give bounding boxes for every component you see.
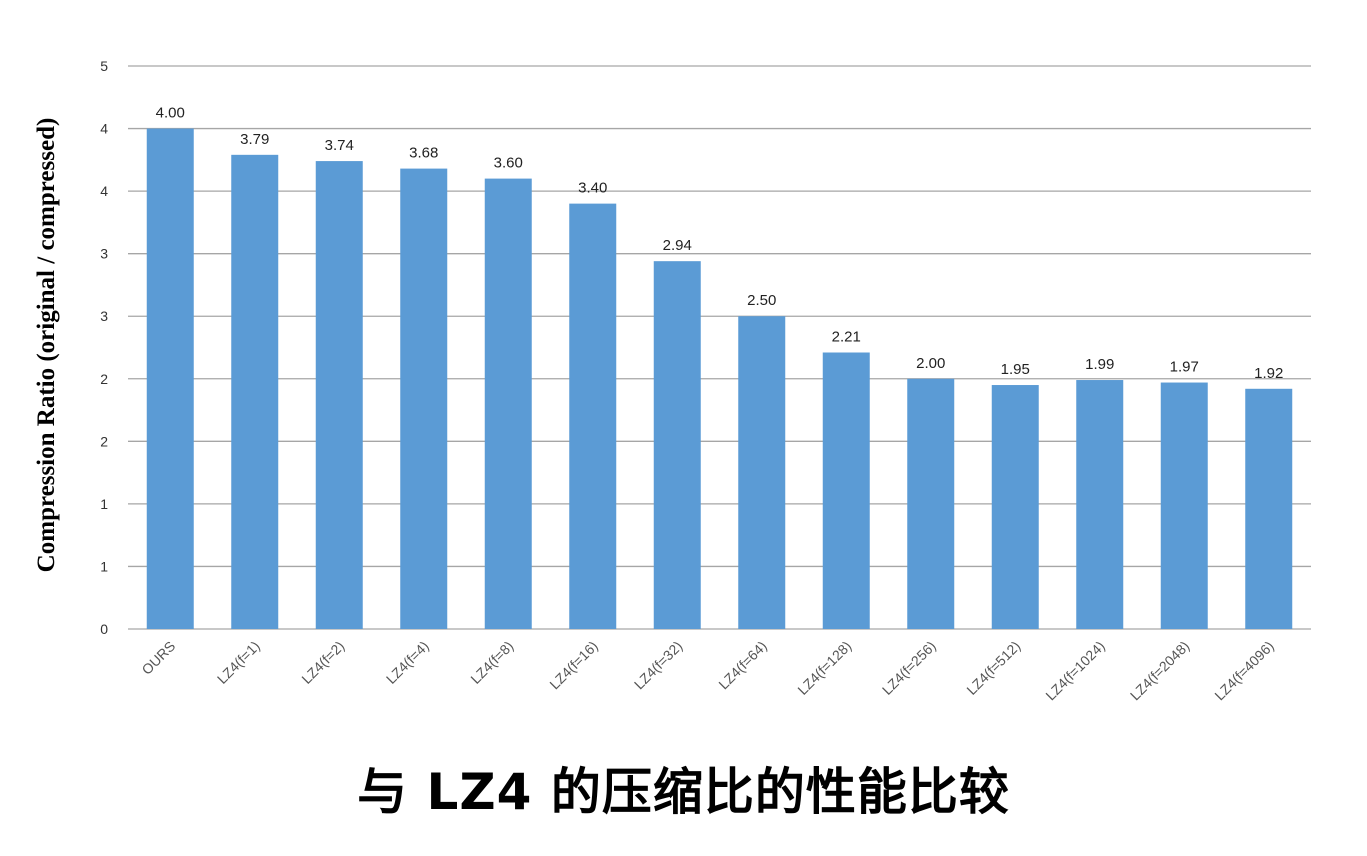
bar: [653, 261, 701, 629]
data-label: 1.97: [1170, 359, 1199, 376]
x-tick-label: LZ4(f=1): [214, 638, 263, 687]
data-label: 2.50: [747, 292, 776, 309]
data-label: 1.99: [1085, 356, 1114, 373]
figure-caption: 与 LZ4 的压缩比的性能比较: [357, 763, 1010, 821]
data-label: 3.74: [325, 137, 354, 154]
data-label: 3.68: [409, 145, 438, 162]
x-tick-labels: OURS LZ4(f=1) LZ4(f=2) LZ4(f=4) LZ4(f=8) LZ4(…: [138, 638, 1276, 704]
x-tick-label: LZ4(f=2): [298, 638, 347, 687]
x-tick-label: LZ4(f=2048): [1127, 638, 1193, 704]
bar: [315, 161, 363, 629]
y-tick-label: 4: [100, 121, 108, 137]
bar: [146, 128, 194, 630]
data-label: 3.79: [240, 131, 269, 148]
data-label: 4.00: [156, 105, 185, 122]
data-labels: 4.00 3.79 3.74 3.68 3.60 3.40 2.94 2.50 2.21 2.00…: [156, 105, 1284, 382]
bar: [822, 352, 870, 629]
y-tick-label: 3: [100, 308, 108, 324]
x-tick-label: LZ4(f=16): [546, 638, 601, 693]
data-label: 3.60: [494, 155, 523, 172]
bar: [484, 178, 532, 629]
data-label: 1.92: [1254, 365, 1283, 382]
x-tick-label: LZ4(f=512): [963, 638, 1023, 698]
bar: [907, 378, 955, 629]
bar: [1245, 388, 1293, 629]
x-tick-label: LZ4(f=128): [794, 638, 854, 698]
data-label: 3.40: [578, 180, 607, 197]
y-tick-label: 0: [100, 621, 108, 637]
bars: [146, 128, 1293, 630]
x-tick-label: OURS: [138, 638, 178, 678]
bar: [231, 154, 279, 629]
y-tick-label: 4: [100, 183, 108, 199]
x-tick-label: LZ4(f=256): [879, 638, 939, 698]
data-label: 2.94: [663, 237, 692, 254]
y-tick-label: 5: [100, 58, 108, 74]
y-axis-label: Compression Ratio (original / compressed…: [33, 118, 60, 573]
x-tick-label: LZ4(f=4096): [1211, 638, 1277, 704]
x-tick-label: LZ4(f=8): [467, 638, 516, 687]
data-label: 2.00: [916, 355, 945, 372]
bar: [1160, 382, 1208, 629]
y-tick-label: 1: [100, 558, 108, 574]
y-tick-label: 2: [100, 371, 108, 387]
y-tick-label: 1: [100, 496, 108, 512]
y-tick-label: 2: [100, 433, 108, 449]
bar: [738, 316, 786, 629]
x-tick-label: LZ4(f=4): [383, 638, 432, 687]
bar: [400, 168, 448, 629]
x-tick-label: LZ4(f=1024): [1042, 638, 1108, 704]
y-tick-labels: 0 1 1 2 2 3 3 4 4 5: [100, 58, 108, 637]
data-label: 2.21: [832, 329, 861, 346]
bar-chart: 0 1 1 2 2 3 3 4 4 5 4.00 3.79 3.74 3.68 3.60 3.40 2.94 2…: [33, 58, 1311, 704]
bar: [991, 385, 1039, 629]
bar: [1076, 380, 1124, 629]
bar: [569, 203, 617, 629]
x-tick-label: LZ4(f=64): [715, 638, 770, 693]
x-tick-label: LZ4(f=32): [631, 638, 686, 693]
data-label: 1.95: [1001, 361, 1030, 378]
y-tick-label: 3: [100, 246, 108, 262]
gridlines: [128, 65, 1311, 630]
